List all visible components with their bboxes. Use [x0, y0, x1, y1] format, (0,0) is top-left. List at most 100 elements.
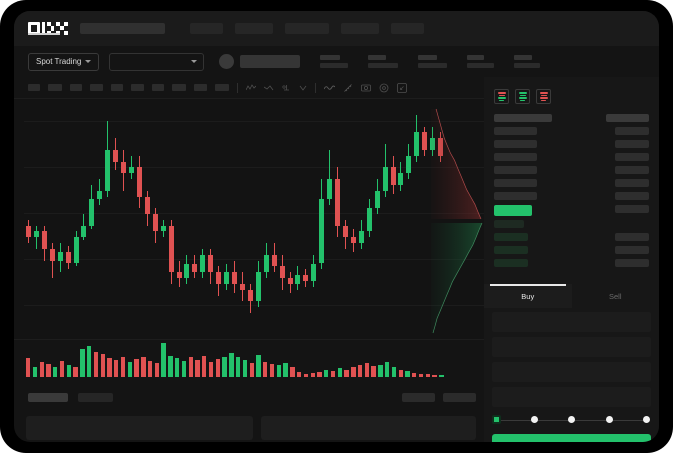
fullscreen-icon[interactable]: [397, 82, 407, 93]
candle: [279, 99, 288, 339]
indicators-icon[interactable]: [246, 83, 256, 92]
spot-trading-dropdown[interactable]: Spot Trading: [28, 52, 100, 71]
order-book-row-ask[interactable]: [615, 192, 649, 200]
order-field-2[interactable]: [492, 337, 651, 357]
line-chart-icon[interactable]: [324, 84, 335, 92]
volume-bar: [412, 372, 417, 377]
order-field-3[interactable]: [492, 362, 651, 382]
chart-type-icon[interactable]: [299, 84, 307, 92]
nav-item-1[interactable]: [190, 23, 223, 34]
order-book-row-bid[interactable]: [494, 179, 537, 187]
alert-icon[interactable]: [282, 84, 291, 92]
candle: [303, 99, 311, 339]
order-book-row-ask[interactable]: [606, 114, 649, 122]
candlestick-chart[interactable]: [14, 99, 484, 339]
order-book-highlight-row[interactable]: [494, 205, 532, 216]
measure-icon[interactable]: [343, 83, 353, 93]
nav-item-5[interactable]: [391, 23, 424, 34]
order-field-1[interactable]: [492, 312, 651, 332]
volume-bar: [418, 373, 424, 377]
order-book-row-bid[interactable]: [494, 233, 528, 241]
stepper-dot[interactable]: [605, 416, 613, 423]
timeframe-button-8[interactable]: [172, 84, 186, 91]
tab-sell-label: Sell: [608, 291, 622, 301]
top-navigation-bar: [14, 11, 659, 46]
market-stat-2: [368, 55, 399, 68]
bottom-panel-right[interactable]: [260, 416, 476, 440]
volume-bar: [147, 360, 153, 377]
settings-icon[interactable]: [379, 83, 389, 93]
tab-buy[interactable]: Buy: [484, 284, 572, 308]
compare-icon[interactable]: [264, 84, 274, 92]
buy-sell-tabs: Buy Sell: [484, 284, 659, 308]
volume-bar: [107, 358, 112, 377]
volume-bar: [425, 374, 431, 377]
bottom-tab-active-underline: [28, 33, 60, 35]
order-field-4[interactable]: [492, 387, 651, 407]
timeframe-button-10[interactable]: [215, 84, 229, 91]
timeframe-button-9[interactable]: [194, 84, 207, 91]
asks-only-icon[interactable]: [536, 89, 551, 104]
order-book-row-bid[interactable]: [494, 220, 524, 228]
nav-item-2[interactable]: [235, 23, 273, 34]
order-book-row-ask[interactable]: [615, 153, 649, 161]
timeframe-button-2[interactable]: [48, 84, 62, 91]
order-book-row-bid[interactable]: [494, 192, 537, 200]
stepper-dot[interactable]: [643, 416, 650, 423]
timeframe-button-5[interactable]: [111, 84, 123, 91]
order-book-row-ask[interactable]: [615, 166, 649, 174]
timeframe-button-7[interactable]: [152, 84, 164, 91]
order-book-row-bid[interactable]: [494, 140, 537, 148]
bottom-right-button-2[interactable]: [443, 393, 476, 402]
volume-bar: [168, 355, 173, 377]
order-book-row-ask[interactable]: [615, 179, 649, 187]
volume-bar: [80, 349, 85, 377]
volume-bar: [337, 368, 342, 377]
stepper-dot[interactable]: [530, 416, 538, 423]
order-book-row-bid[interactable]: [494, 114, 552, 122]
screen: Spot Trading: [14, 11, 659, 442]
amount-stepper-slider[interactable]: [492, 415, 651, 427]
camera-icon[interactable]: [361, 83, 371, 92]
order-book-row-bid[interactable]: [494, 127, 537, 135]
volume-bar: [154, 362, 160, 377]
nav-item-3[interactable]: [285, 23, 329, 34]
order-book-row-ask[interactable]: [615, 140, 649, 148]
order-book-row-ask[interactable]: [615, 127, 649, 135]
order-book-row-bid[interactable]: [494, 153, 537, 161]
candle: [263, 99, 272, 339]
bottom-right-button-1[interactable]: [402, 393, 435, 402]
candle: [382, 99, 391, 339]
depth-bid-line: [432, 222, 483, 334]
volume-bar: [283, 363, 288, 377]
volume-bar: [26, 358, 31, 377]
order-book-row-ask[interactable]: [615, 233, 649, 241]
candle: [26, 99, 34, 339]
stepper-handle-active[interactable]: [492, 415, 501, 424]
both-depth-icon[interactable]: [494, 89, 509, 104]
order-book-row-bid[interactable]: [494, 166, 537, 174]
market-stat-4: [467, 55, 495, 68]
nav-placeholder-main[interactable]: [80, 23, 165, 34]
timeframe-button-3[interactable]: [70, 84, 82, 91]
bottom-content-panels: [14, 411, 484, 442]
volume-bar: [120, 357, 126, 377]
bottom-tab-2[interactable]: [78, 393, 113, 402]
timeframe-button-1[interactable]: [28, 84, 40, 91]
order-book-view-modes: [484, 77, 659, 104]
order-book-row-ask[interactable]: [615, 259, 649, 267]
order-book-row-ask[interactable]: [615, 246, 649, 254]
order-book-row-bid[interactable]: [494, 259, 528, 267]
place-order-button[interactable]: [492, 434, 651, 442]
order-book-row-bid[interactable]: [494, 246, 528, 254]
order-book-row-ask[interactable]: [615, 205, 649, 213]
bids-only-icon[interactable]: [515, 89, 530, 104]
trading-pair-select[interactable]: [109, 52, 205, 71]
timeframe-button-4[interactable]: [90, 84, 103, 91]
timeframe-button-6[interactable]: [131, 84, 144, 91]
tab-sell[interactable]: Sell: [572, 284, 660, 308]
stepper-dot[interactable]: [568, 416, 575, 423]
bottom-tab-1[interactable]: [28, 393, 68, 402]
bottom-panel-left[interactable]: [26, 416, 253, 440]
nav-item-4[interactable]: [341, 23, 379, 34]
